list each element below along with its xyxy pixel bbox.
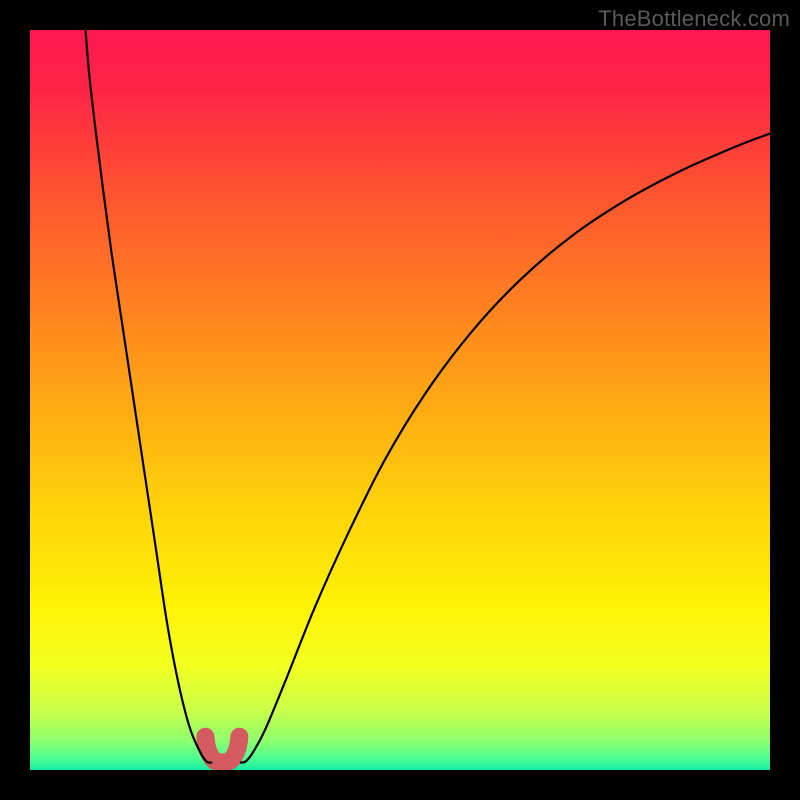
chart-container: TheBottleneck.com: [0, 0, 800, 800]
watermark-text: TheBottleneck.com: [598, 6, 790, 32]
gradient-background: [30, 30, 770, 770]
plot-area: [30, 30, 770, 770]
chart-svg: [30, 30, 770, 770]
